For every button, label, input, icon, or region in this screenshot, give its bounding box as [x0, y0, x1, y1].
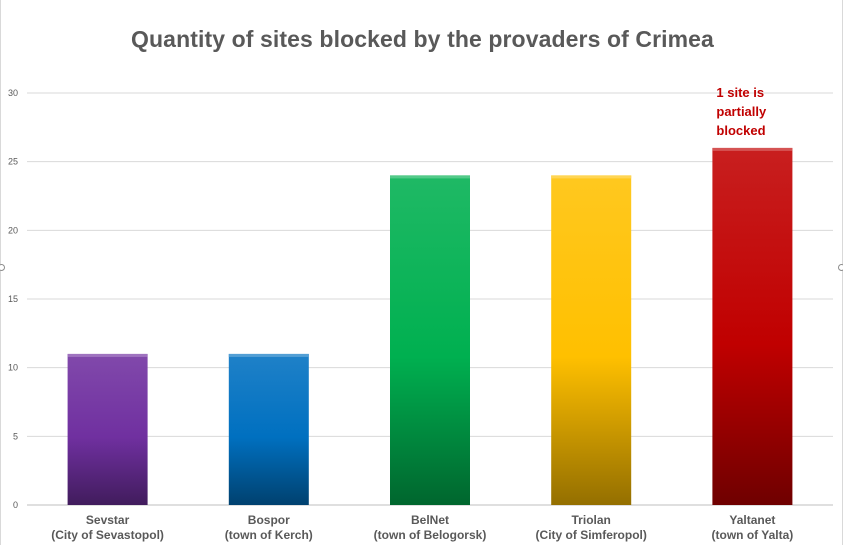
data-annotation: partially [716, 104, 767, 119]
data-annotation: 1 site is [716, 85, 764, 100]
bar [228, 353, 309, 505]
x-tick-label: Sevstar [86, 513, 130, 527]
x-tick-label: Yaltanet [729, 513, 775, 527]
x-tick-label: BelNet [411, 513, 449, 527]
bar [67, 353, 148, 505]
y-tick-label: 15 [8, 294, 18, 304]
bar-highlight [712, 147, 793, 151]
x-tick-label: (town of Yalta) [712, 528, 794, 542]
bar [390, 175, 470, 505]
resize-handle-left[interactable] [0, 264, 5, 271]
y-tick-label: 5 [13, 431, 18, 441]
x-tick-label: (City of Simferopol) [536, 528, 647, 542]
y-tick-label: 10 [8, 363, 18, 373]
bar-highlight [390, 175, 470, 179]
x-tick-label: (town of Kerch) [225, 528, 313, 542]
bar-highlight [551, 175, 632, 179]
resize-handle-right[interactable] [838, 264, 843, 271]
y-tick-label: 25 [8, 157, 18, 167]
chart-title: Quantity of sites blocked by the provade… [131, 26, 714, 52]
y-tick-label: 30 [8, 88, 18, 98]
bar [712, 147, 793, 505]
x-tick-label: (City of Sevastopol) [51, 528, 164, 542]
bar [551, 175, 632, 505]
y-tick-label: 0 [13, 500, 18, 510]
x-tick-label: (town of Belogorsk) [374, 528, 487, 542]
y-tick-label: 20 [8, 225, 18, 235]
x-tick-label: Triolan [572, 513, 611, 527]
data-annotation: blocked [716, 123, 765, 138]
bar-highlight [228, 353, 309, 357]
x-tick-label: Bospor [248, 513, 290, 527]
bar-highlight [67, 353, 148, 357]
